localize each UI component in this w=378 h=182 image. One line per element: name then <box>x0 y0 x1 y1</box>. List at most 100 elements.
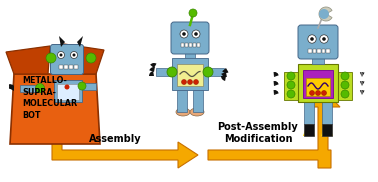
Wedge shape <box>274 82 279 86</box>
Circle shape <box>192 30 200 38</box>
Circle shape <box>310 90 314 96</box>
Polygon shape <box>208 90 340 168</box>
Circle shape <box>57 52 65 58</box>
Circle shape <box>36 84 45 92</box>
Bar <box>338 72 352 100</box>
Wedge shape <box>362 72 364 77</box>
Wedge shape <box>274 90 276 95</box>
Bar <box>197 43 200 47</box>
Bar <box>322 102 332 124</box>
Polygon shape <box>324 126 330 136</box>
Polygon shape <box>6 46 50 74</box>
Bar <box>304 124 314 136</box>
Circle shape <box>187 80 192 84</box>
Bar <box>193 43 196 47</box>
Wedge shape <box>274 73 279 77</box>
Circle shape <box>341 81 349 89</box>
Bar <box>64 65 68 69</box>
Circle shape <box>322 90 327 96</box>
Bar <box>193 90 203 112</box>
Polygon shape <box>59 36 65 47</box>
Circle shape <box>308 35 316 43</box>
Bar <box>177 90 187 112</box>
Wedge shape <box>9 84 14 89</box>
Circle shape <box>203 67 213 77</box>
Wedge shape <box>149 67 155 72</box>
Bar <box>156 68 172 76</box>
Wedge shape <box>221 72 227 77</box>
Circle shape <box>310 37 314 41</box>
Circle shape <box>78 82 86 90</box>
Circle shape <box>319 9 329 19</box>
Circle shape <box>71 52 77 58</box>
Wedge shape <box>362 90 364 95</box>
FancyBboxPatch shape <box>298 25 338 59</box>
Circle shape <box>181 80 186 84</box>
Ellipse shape <box>176 108 190 116</box>
Bar <box>313 48 316 53</box>
FancyBboxPatch shape <box>51 45 84 74</box>
Wedge shape <box>222 68 228 73</box>
Circle shape <box>287 72 295 80</box>
Circle shape <box>194 80 198 84</box>
Wedge shape <box>319 7 332 21</box>
Bar <box>322 124 332 136</box>
Bar <box>189 43 192 47</box>
Circle shape <box>287 81 295 89</box>
FancyBboxPatch shape <box>171 22 209 54</box>
Bar <box>208 68 224 76</box>
Wedge shape <box>360 90 362 95</box>
Circle shape <box>73 54 76 56</box>
Polygon shape <box>52 110 198 168</box>
Wedge shape <box>221 76 226 81</box>
Circle shape <box>316 90 321 96</box>
Bar <box>317 48 321 53</box>
Bar <box>181 43 184 47</box>
Bar <box>177 64 203 86</box>
Bar <box>74 65 78 69</box>
Bar <box>308 48 311 53</box>
Bar <box>82 83 96 90</box>
Circle shape <box>287 90 295 98</box>
Text: METALLO-
SUPRA-
MOLECULAR
BOT: METALLO- SUPRA- MOLECULAR BOT <box>22 76 77 120</box>
Bar <box>326 48 330 53</box>
Wedge shape <box>362 90 363 95</box>
Wedge shape <box>274 72 278 77</box>
Wedge shape <box>362 81 364 86</box>
Bar <box>304 102 314 124</box>
Circle shape <box>189 9 197 17</box>
Wedge shape <box>360 72 362 77</box>
Polygon shape <box>322 122 332 136</box>
Polygon shape <box>321 118 333 136</box>
Wedge shape <box>9 84 14 89</box>
Wedge shape <box>360 81 362 86</box>
Text: Post-Assembly
Modification: Post-Assembly Modification <box>218 122 298 144</box>
Bar <box>54 80 82 102</box>
Polygon shape <box>305 122 313 136</box>
Bar <box>312 56 324 64</box>
Wedge shape <box>274 72 276 77</box>
Circle shape <box>46 53 56 63</box>
Polygon shape <box>10 74 100 144</box>
Wedge shape <box>149 71 154 76</box>
Circle shape <box>182 32 186 36</box>
Wedge shape <box>274 91 279 95</box>
Circle shape <box>65 84 70 90</box>
Circle shape <box>167 67 177 77</box>
Bar <box>303 70 333 98</box>
Bar <box>185 51 195 58</box>
Bar <box>185 43 188 47</box>
Bar <box>306 78 330 96</box>
Polygon shape <box>64 44 104 74</box>
Wedge shape <box>274 81 276 86</box>
Bar <box>20 85 40 92</box>
Circle shape <box>86 53 96 63</box>
Wedge shape <box>274 81 278 86</box>
Bar <box>172 58 208 90</box>
Circle shape <box>322 37 326 41</box>
Bar <box>59 65 63 69</box>
Polygon shape <box>77 36 83 47</box>
Wedge shape <box>274 90 278 95</box>
Bar <box>57 84 79 100</box>
Circle shape <box>341 72 349 80</box>
